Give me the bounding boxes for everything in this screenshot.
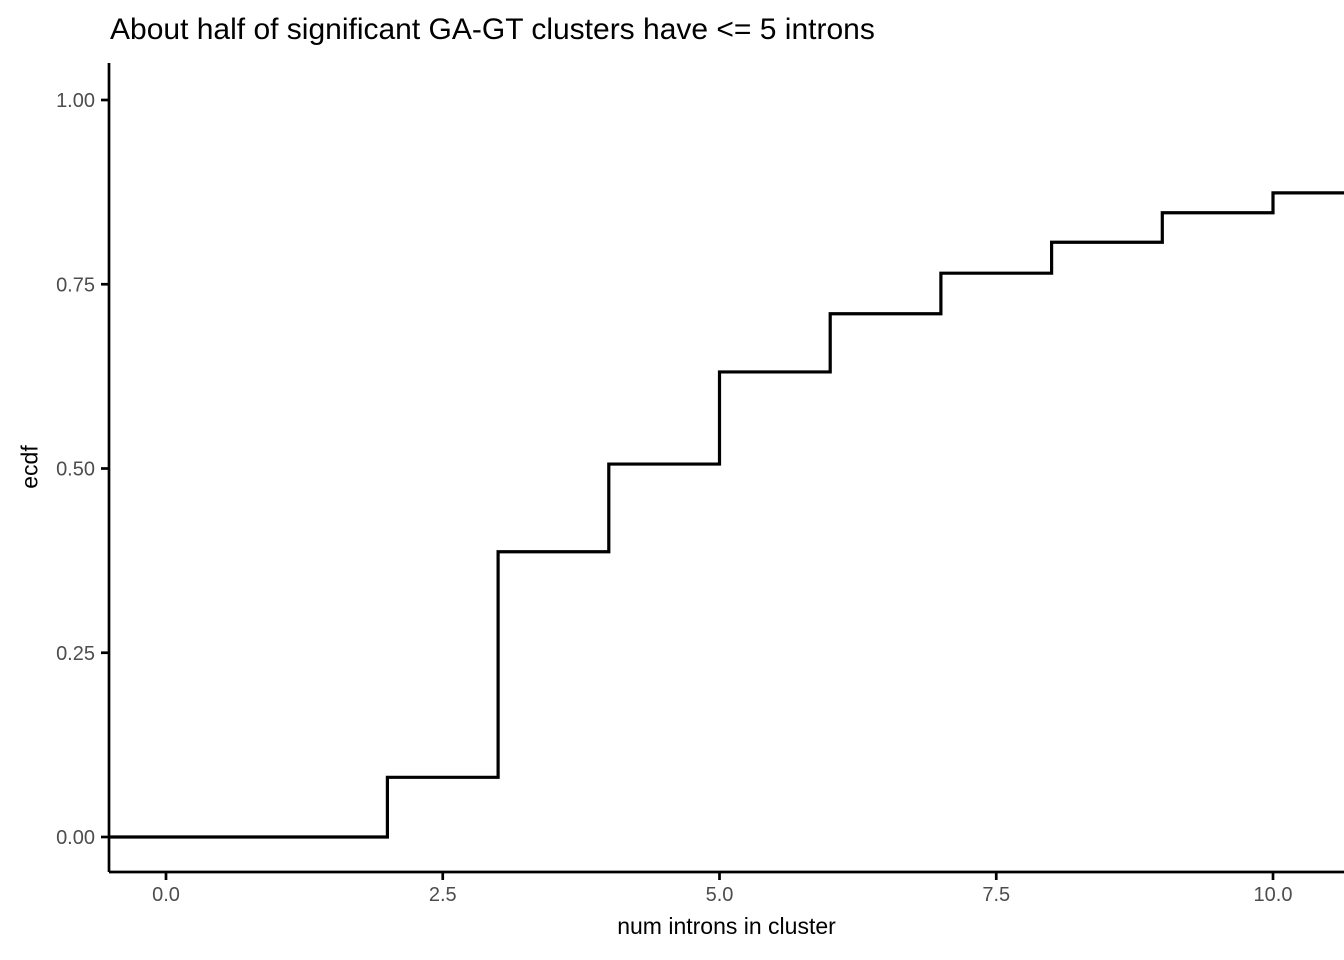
chart-title: About half of significant GA-GT clusters… [110,13,875,46]
ecdf-step-line [109,191,1344,839]
y-tick-label: 0.50 [56,459,95,481]
x-tick-label: 10.0 [1254,884,1293,906]
x-tick-label: 7.5 [982,884,1010,906]
x-tick-label: 5.0 [706,884,734,906]
x-tick-label: 2.5 [429,884,457,906]
y-tick-label: 0.00 [56,827,95,849]
x-axis-title: num introns in cluster [617,913,836,939]
y-tick-label: 0.25 [56,643,95,665]
y-tick-label: 1.00 [56,90,95,112]
x-tick-label: 0.0 [152,884,180,906]
y-tick-label: 0.75 [56,274,95,296]
